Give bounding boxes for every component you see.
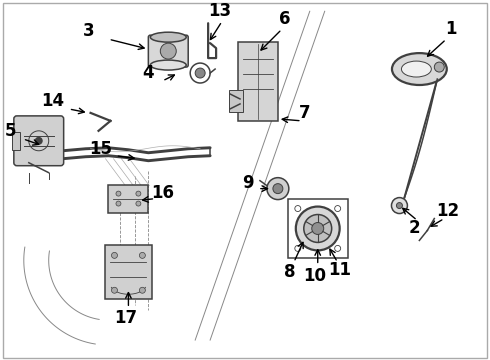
- Circle shape: [35, 137, 43, 145]
- FancyBboxPatch shape: [238, 42, 278, 121]
- Circle shape: [136, 191, 141, 196]
- Text: 12: 12: [436, 202, 459, 220]
- Circle shape: [335, 246, 341, 251]
- Ellipse shape: [150, 60, 186, 70]
- Circle shape: [160, 43, 176, 59]
- Text: 7: 7: [299, 104, 311, 122]
- FancyBboxPatch shape: [104, 246, 152, 299]
- Circle shape: [112, 252, 118, 258]
- FancyBboxPatch shape: [14, 116, 64, 166]
- Text: 11: 11: [328, 261, 351, 279]
- Text: 16: 16: [151, 184, 174, 202]
- FancyBboxPatch shape: [229, 90, 243, 112]
- Circle shape: [273, 184, 283, 194]
- Text: 17: 17: [114, 309, 137, 327]
- Circle shape: [396, 203, 402, 208]
- Circle shape: [267, 178, 289, 199]
- Circle shape: [304, 215, 332, 242]
- Text: 3: 3: [83, 22, 95, 40]
- FancyBboxPatch shape: [148, 35, 188, 67]
- Ellipse shape: [401, 61, 431, 77]
- Circle shape: [139, 287, 146, 293]
- Ellipse shape: [392, 53, 447, 85]
- Circle shape: [139, 252, 146, 258]
- Text: 14: 14: [41, 92, 64, 110]
- Circle shape: [295, 246, 301, 251]
- Text: 9: 9: [242, 174, 254, 192]
- Text: 6: 6: [279, 10, 291, 28]
- Text: 13: 13: [209, 2, 232, 20]
- Circle shape: [116, 191, 121, 196]
- Text: 2: 2: [409, 220, 420, 238]
- Circle shape: [434, 62, 444, 72]
- Text: 5: 5: [5, 122, 17, 140]
- FancyBboxPatch shape: [12, 132, 20, 150]
- Circle shape: [392, 198, 407, 213]
- Ellipse shape: [150, 32, 186, 42]
- Circle shape: [116, 201, 121, 206]
- Text: 8: 8: [284, 263, 295, 281]
- Circle shape: [112, 287, 118, 293]
- Text: 15: 15: [89, 140, 112, 158]
- Text: 1: 1: [445, 20, 457, 38]
- Circle shape: [195, 68, 205, 78]
- FancyBboxPatch shape: [108, 185, 148, 212]
- Circle shape: [136, 201, 141, 206]
- Circle shape: [296, 207, 340, 251]
- Text: 4: 4: [143, 64, 154, 82]
- Circle shape: [335, 206, 341, 212]
- Circle shape: [295, 206, 301, 212]
- Circle shape: [312, 222, 324, 234]
- Text: 10: 10: [303, 267, 326, 285]
